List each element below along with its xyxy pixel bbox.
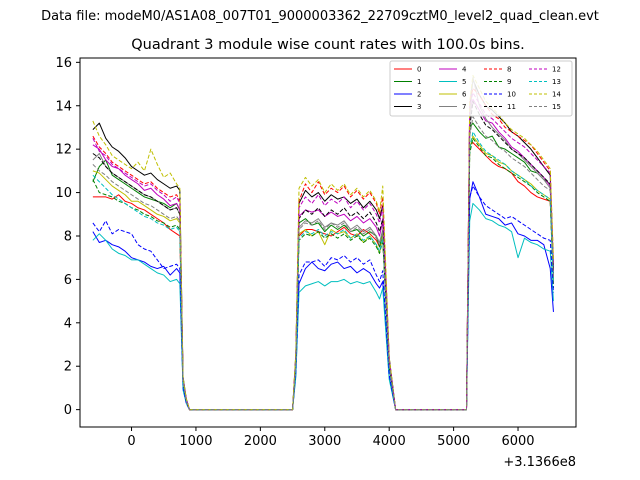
x-tick-label: 4000 — [373, 434, 406, 449]
legend-label-14: 14 — [552, 91, 561, 99]
x-tick-label: 6000 — [501, 434, 534, 449]
legend-label-6: 6 — [462, 91, 467, 99]
series-line-9 — [92, 137, 554, 411]
y-tick-label: 12 — [55, 143, 72, 158]
legend-label-1: 1 — [417, 78, 421, 86]
y-tick-label: 16 — [55, 56, 72, 71]
legend-label-15: 15 — [552, 103, 561, 111]
series-line-5 — [92, 202, 554, 411]
x-tick-label: 5000 — [437, 434, 470, 449]
legend-label-13: 13 — [552, 78, 561, 86]
chart-title: Quadrant 3 module wise count rates with … — [131, 37, 525, 53]
y-tick-label: 4 — [64, 316, 72, 331]
legend-label-8: 8 — [507, 66, 511, 74]
legend-box — [389, 60, 573, 117]
x-tick-label: 2000 — [244, 434, 277, 449]
legend-label-3: 3 — [417, 103, 421, 111]
y-tick-label: 6 — [64, 273, 72, 288]
series-line-2 — [92, 181, 554, 411]
plot-frame — [79, 57, 577, 428]
legend-label-7: 7 — [462, 103, 466, 111]
legend-label-10: 10 — [507, 91, 516, 99]
series-line-13 — [92, 131, 554, 411]
y-tick-label: 2 — [64, 360, 72, 375]
y-tick-label: 14 — [55, 99, 72, 114]
x-axis: 0 1000 2000 3000 4000 5000 6000 — [127, 427, 535, 449]
x-offset-label: +3.1366e8 — [503, 455, 576, 470]
series-line-6 — [92, 135, 554, 411]
chart-suptitle: Data file: modeM0/AS1A08_007T01_90000033… — [41, 9, 599, 24]
y-tick-label: 0 — [64, 403, 72, 418]
legend-label-9: 9 — [507, 78, 511, 86]
legend-label-5: 5 — [462, 78, 466, 86]
series-line-10 — [92, 185, 554, 411]
legend-label-4: 4 — [462, 66, 467, 74]
series-layer — [92, 74, 554, 411]
y-tick-label: 10 — [55, 186, 72, 201]
x-tick-label: 0 — [127, 434, 135, 449]
x-tick-label: 1000 — [179, 434, 212, 449]
series-line-15 — [92, 116, 554, 411]
legend-label-11: 11 — [507, 103, 516, 111]
y-axis: 0 2 4 6 8 10 12 14 16 — [55, 56, 80, 418]
y-tick-label: 8 — [64, 229, 72, 244]
legend-label-0: 0 — [417, 66, 421, 74]
legend-label-12: 12 — [552, 66, 561, 74]
legend-label-2: 2 — [417, 91, 421, 99]
x-tick-label: 3000 — [308, 434, 341, 449]
